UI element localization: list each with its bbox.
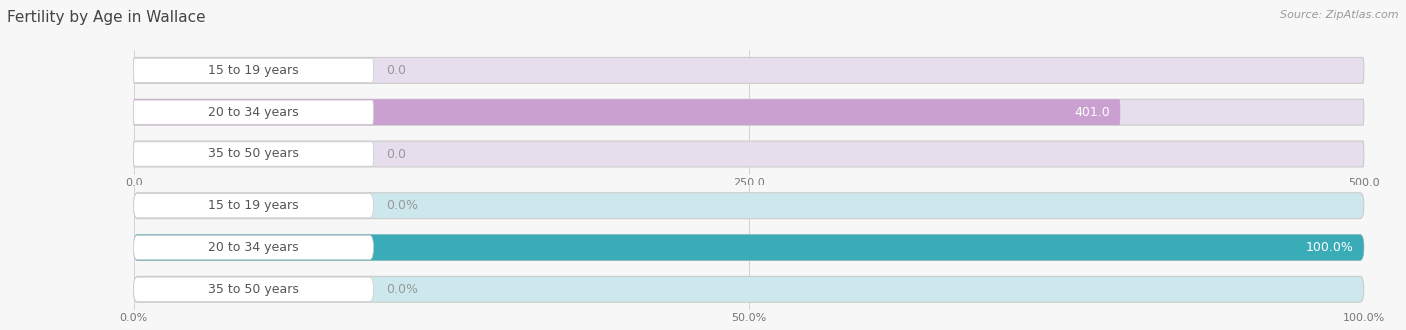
Text: 35 to 50 years: 35 to 50 years <box>208 283 299 296</box>
FancyBboxPatch shape <box>134 100 374 124</box>
Text: 20 to 34 years: 20 to 34 years <box>208 241 299 254</box>
FancyBboxPatch shape <box>134 235 1364 260</box>
FancyBboxPatch shape <box>134 193 1364 219</box>
Text: 20 to 34 years: 20 to 34 years <box>208 106 299 119</box>
Text: 100.0%: 100.0% <box>1306 241 1354 254</box>
Text: 15 to 19 years: 15 to 19 years <box>208 199 299 212</box>
Text: 0.0: 0.0 <box>385 64 406 77</box>
FancyBboxPatch shape <box>134 58 374 82</box>
FancyBboxPatch shape <box>134 57 1364 83</box>
Text: 15 to 19 years: 15 to 19 years <box>208 64 299 77</box>
FancyBboxPatch shape <box>134 276 1364 302</box>
FancyBboxPatch shape <box>134 99 1121 125</box>
FancyBboxPatch shape <box>134 141 1364 167</box>
FancyBboxPatch shape <box>134 99 1364 125</box>
Text: 0.0%: 0.0% <box>385 283 418 296</box>
FancyBboxPatch shape <box>134 142 374 166</box>
Text: 0.0: 0.0 <box>385 148 406 160</box>
Text: 35 to 50 years: 35 to 50 years <box>208 148 299 160</box>
Text: Fertility by Age in Wallace: Fertility by Age in Wallace <box>7 10 205 25</box>
Text: 0.0%: 0.0% <box>385 199 418 212</box>
FancyBboxPatch shape <box>134 277 374 301</box>
Text: 401.0: 401.0 <box>1074 106 1111 119</box>
FancyBboxPatch shape <box>134 235 1364 260</box>
FancyBboxPatch shape <box>134 194 374 218</box>
Text: Source: ZipAtlas.com: Source: ZipAtlas.com <box>1281 10 1399 20</box>
FancyBboxPatch shape <box>134 235 374 260</box>
